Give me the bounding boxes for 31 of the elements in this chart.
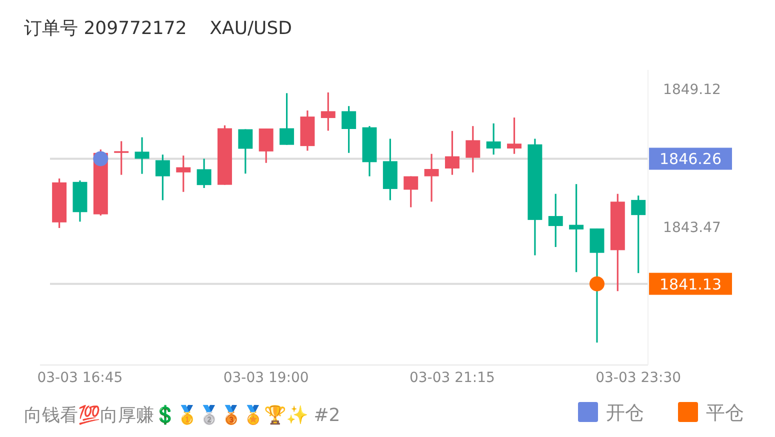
candlestick <box>134 136 150 175</box>
y-tick-label: 1849.12 <box>663 82 721 98</box>
candlestick <box>280 92 294 146</box>
legend-label: 平仓 <box>706 402 744 424</box>
candlestick <box>258 128 274 164</box>
candlestick <box>486 122 501 156</box>
x-tick-label: 03-03 19:00 <box>223 370 309 386</box>
candlestick <box>320 92 336 132</box>
candlestick <box>114 140 129 176</box>
candlestick <box>548 193 563 248</box>
x-tick-label: 03-03 16:45 <box>37 370 123 386</box>
ref-line-label: 1841.13 <box>659 275 722 294</box>
candlestick <box>342 105 356 154</box>
candlestick <box>176 154 191 193</box>
candlestick <box>155 154 170 201</box>
candlestick <box>238 128 253 174</box>
x-tick-label: 03-03 21:15 <box>409 370 495 386</box>
candlestick <box>196 158 212 189</box>
candlestick <box>569 183 584 273</box>
x-tick-label: 03-03 23:30 <box>596 370 682 386</box>
chart-title: 订单号 209772172 XAU/USD <box>24 18 292 39</box>
candlestick <box>444 130 460 176</box>
candlestick <box>631 194 646 274</box>
candlestick <box>507 116 522 155</box>
legend-label: 开仓 <box>606 402 644 424</box>
text: 向钱看💯向厚赚💲🥇🥈🥉🏅🏆✨ #2 <box>24 404 340 426</box>
y-tick-label: 1843.47 <box>663 220 721 236</box>
candlestick <box>466 125 480 174</box>
candlestick <box>424 153 439 202</box>
ref-line-label: 1846.26 <box>659 150 722 168</box>
candlestick <box>404 176 418 208</box>
